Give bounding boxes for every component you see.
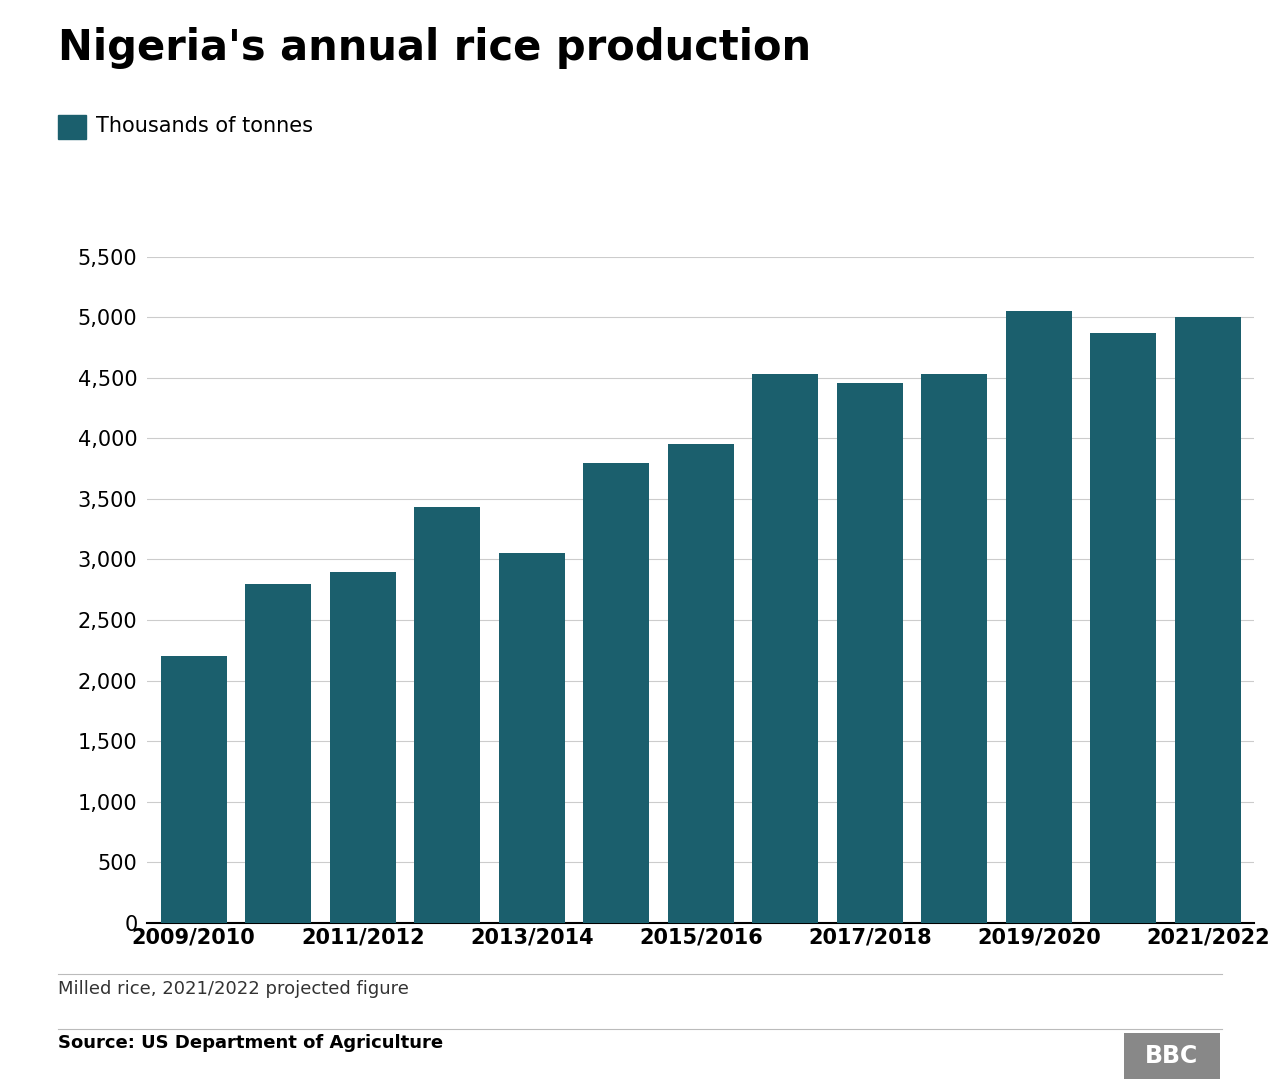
Bar bbox=[584, 463, 649, 923]
Bar bbox=[499, 554, 564, 923]
Text: Milled rice, 2021/2022 projected figure: Milled rice, 2021/2022 projected figure bbox=[58, 980, 408, 997]
Bar bbox=[668, 444, 733, 923]
Bar bbox=[330, 571, 396, 923]
Bar bbox=[753, 375, 818, 923]
Text: Source: US Department of Agriculture: Source: US Department of Agriculture bbox=[58, 1034, 443, 1052]
Text: BBC: BBC bbox=[1146, 1044, 1198, 1068]
Bar bbox=[161, 656, 227, 923]
Bar bbox=[1091, 333, 1156, 923]
Bar bbox=[922, 375, 987, 923]
Bar bbox=[1006, 311, 1071, 923]
Bar bbox=[415, 508, 480, 923]
Text: Nigeria's annual rice production: Nigeria's annual rice production bbox=[58, 27, 810, 69]
Bar bbox=[246, 583, 311, 923]
Text: Thousands of tonnes: Thousands of tonnes bbox=[96, 116, 314, 135]
Bar bbox=[1175, 317, 1240, 923]
Bar bbox=[837, 382, 902, 923]
